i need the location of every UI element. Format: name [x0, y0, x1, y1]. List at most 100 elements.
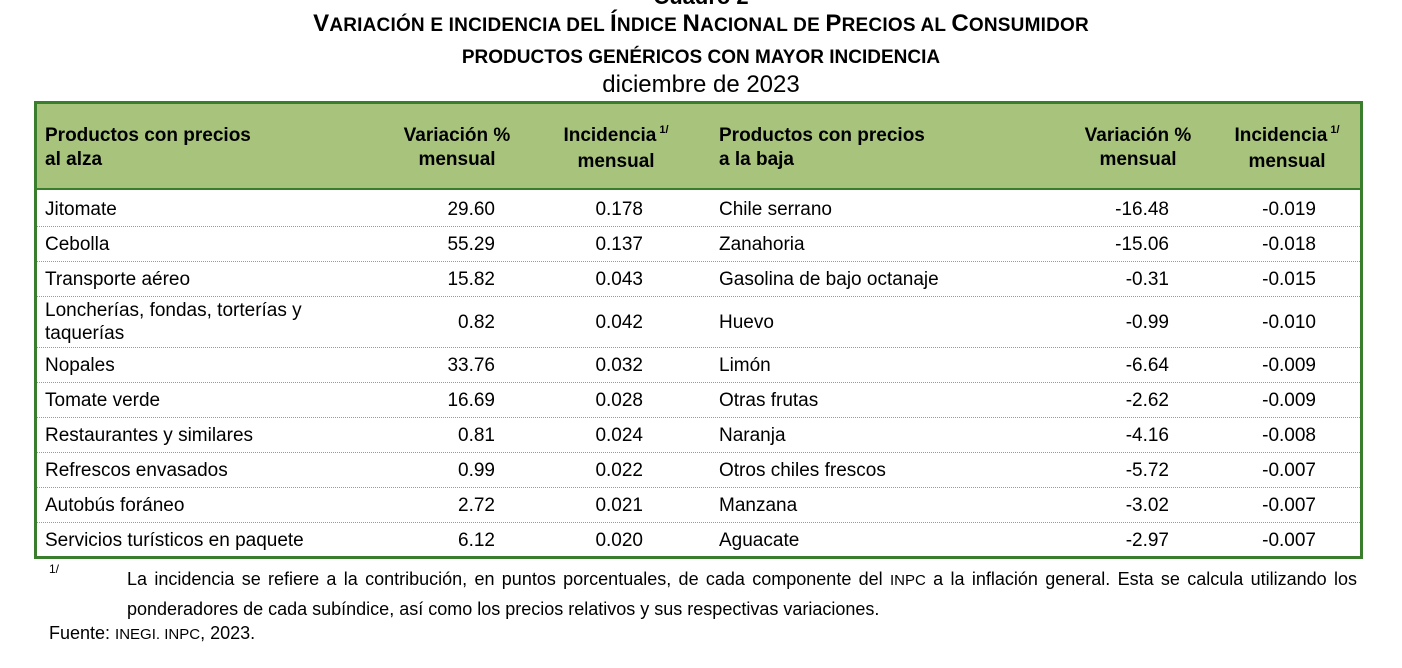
variation-down-cell: -0.31 [1125, 268, 1169, 290]
variation-up-cell: 2.72 [458, 494, 495, 516]
header-up-products: Productos con precios al alza [45, 124, 375, 172]
source-year: , 2023. [200, 623, 256, 643]
product-up-cell: Restaurantes y similares [45, 424, 254, 446]
table-number: Cuadro 2 [0, 0, 1402, 8]
incidence-up-cell: 0.020 [595, 530, 643, 551]
variation-down-cell: -0.99 [1125, 311, 1169, 333]
product-down-cell: Gasolina de bajo octanaje [719, 268, 939, 290]
table-header: Productos con precios al alza Variación … [37, 104, 1360, 190]
incidence-down-cell: -0.009 [1262, 389, 1316, 411]
variation-down-cell: -2.97 [1125, 530, 1169, 551]
header-down-incidence-line2: mensual [1248, 151, 1326, 172]
title-part: C [951, 10, 969, 37]
source-label: Fuente: [49, 623, 116, 643]
table-row: Transporte aéreo 15.82 0.043 Gasolina de ba… [37, 262, 1360, 297]
product-up-cell: Loncherías, fondas, torterías y taquería… [45, 300, 302, 344]
table-row: Refrescos envasados 0.99 0.022 Otros chiles… [37, 453, 1360, 488]
table-row: Restaurantes y similares 0.81 0.024 Naranja… [37, 418, 1360, 453]
table-row: Nopales 33.76 0.032 Limón -6.64 -0.009 [37, 348, 1360, 383]
incidence-up-cell: 0.032 [595, 354, 643, 376]
incidence-up-cell: 0.028 [595, 389, 643, 411]
product-up-cell: Autobús foráneo [45, 494, 185, 516]
header-up-products-line1: Productos con precios [45, 125, 251, 146]
variation-up-cell: 15.82 [447, 268, 495, 290]
incidence-down-cell: -0.007 [1262, 530, 1316, 551]
page-title: VARIACIÓN E INCIDENCIA DEL ÍNDICE NACION… [0, 9, 1402, 41]
product-down-cell: Otras frutas [719, 389, 819, 411]
header-up-variation: Variación % mensual [387, 124, 527, 172]
variation-down-cell: -16.48 [1115, 198, 1169, 220]
product-up-cell: Refrescos envasados [45, 459, 228, 481]
variation-down-cell: -5.72 [1125, 459, 1169, 481]
header-up-variation-line1: Variación % [403, 125, 511, 146]
header-up-incidence: Incidencia 1/ mensual [541, 124, 691, 174]
variation-down-cell: -3.02 [1125, 494, 1169, 516]
header-down-products-line2: a la baja [719, 149, 794, 170]
incidence-up-cell: 0.024 [595, 424, 643, 446]
footnote-mark: 1/ [1330, 124, 1340, 136]
header-down-variation: Variación % mensual [1063, 124, 1213, 172]
header-down-products-line1: Productos con precios [719, 125, 925, 146]
header-down-variation-line1: Variación % [1084, 125, 1192, 146]
variation-down-cell: -2.62 [1125, 389, 1169, 411]
header-up-variation-line2: mensual [418, 149, 496, 170]
title-part: RECIOS AL [841, 15, 952, 36]
variation-down-cell: -15.06 [1115, 233, 1169, 255]
table-row: Servicios turísticos en paquete 6.12 0.020… [37, 523, 1360, 558]
footnote-text: La incidencia se refiere a la contribuci… [127, 565, 1357, 623]
table-row: Cebolla 55.29 0.137 Zanahoria -15.06 -0.018 [37, 227, 1360, 262]
incidence-down-cell: -0.008 [1262, 424, 1316, 446]
source-note: Fuente: INEGI. INPC, 2023. [49, 620, 255, 648]
product-down-cell: Limón [719, 354, 771, 376]
product-down-cell: Otros chiles frescos [719, 459, 886, 481]
product-down-cell: Naranja [719, 424, 786, 446]
footnote-text-part: La incidencia se refiere a la contribuci… [127, 569, 890, 589]
subtitle: PRODUCTOS GENÉRICOS CON MAYOR INCIDENCIA [461, 47, 941, 68]
header-down-products: Productos con precios a la baja [719, 124, 1049, 172]
variation-up-cell: 55.29 [447, 233, 495, 255]
incidence-up-cell: 0.043 [595, 268, 643, 290]
product-up-cell: Jitomate [45, 198, 117, 220]
incidence-down-cell: -0.018 [1262, 233, 1316, 255]
incidence-up-cell: 0.022 [595, 459, 643, 481]
footnote-mark: 1/ [659, 124, 669, 136]
incidence-down-cell: -0.010 [1262, 311, 1316, 333]
title-part: ONSUMIDOR [968, 15, 1089, 36]
incidence-up-cell: 0.042 [595, 311, 643, 333]
variation-up-cell: 0.82 [458, 311, 495, 333]
incidence-down-cell: -0.019 [1262, 198, 1316, 220]
product-down-cell: Huevo [719, 311, 774, 333]
incidence-down-cell: -0.015 [1262, 268, 1316, 290]
incidence-down-cell: -0.009 [1262, 354, 1316, 376]
product-up-cell: Cebolla [45, 233, 110, 255]
title-part: ACIONAL DE [700, 15, 826, 36]
variation-up-cell: 29.60 [447, 198, 495, 220]
variation-down-cell: -4.16 [1125, 424, 1169, 446]
title-part: N [682, 10, 701, 37]
table-row: Jitomate 29.60 0.178 Chile serrano -16.48 -0.… [37, 192, 1360, 227]
incidence-down-cell: -0.007 [1262, 494, 1316, 516]
product-down-cell: Aguacate [719, 530, 800, 551]
header-down-incidence-line1: Incidencia [1234, 125, 1328, 146]
product-up-cell: Transporte aéreo [45, 268, 191, 290]
variation-up-cell: 16.69 [447, 389, 495, 411]
table-row: Loncherías, fondas, torterías y taquería… [37, 297, 1360, 348]
product-down-cell: Manzana [719, 494, 798, 516]
incidence-up-cell: 0.178 [595, 198, 643, 220]
footnote-text-part: a la inflación general. Esta se calcula … [127, 569, 1357, 619]
incidence-down-cell: -0.007 [1262, 459, 1316, 481]
title-part: P [825, 10, 842, 37]
title-part: NDICE [616, 15, 683, 36]
variation-up-cell: 33.76 [447, 354, 495, 376]
period-label: diciembre de 2023 [602, 71, 800, 98]
title-part: Í [610, 10, 617, 37]
data-table: Productos con precios al alza Variación … [34, 101, 1363, 559]
header-up-incidence-line1: Incidencia [563, 125, 657, 146]
table-row: Tomate verde 16.69 0.028 Otras frutas -2.62 -… [37, 383, 1360, 418]
product-down-cell: Zanahoria [719, 233, 805, 255]
incidence-up-cell: 0.021 [595, 494, 643, 516]
header-up-products-line2: al alza [45, 149, 103, 170]
variation-down-cell: -6.64 [1125, 354, 1169, 376]
product-down-cell: Chile serrano [719, 198, 832, 220]
incidence-up-cell: 0.137 [595, 233, 643, 255]
